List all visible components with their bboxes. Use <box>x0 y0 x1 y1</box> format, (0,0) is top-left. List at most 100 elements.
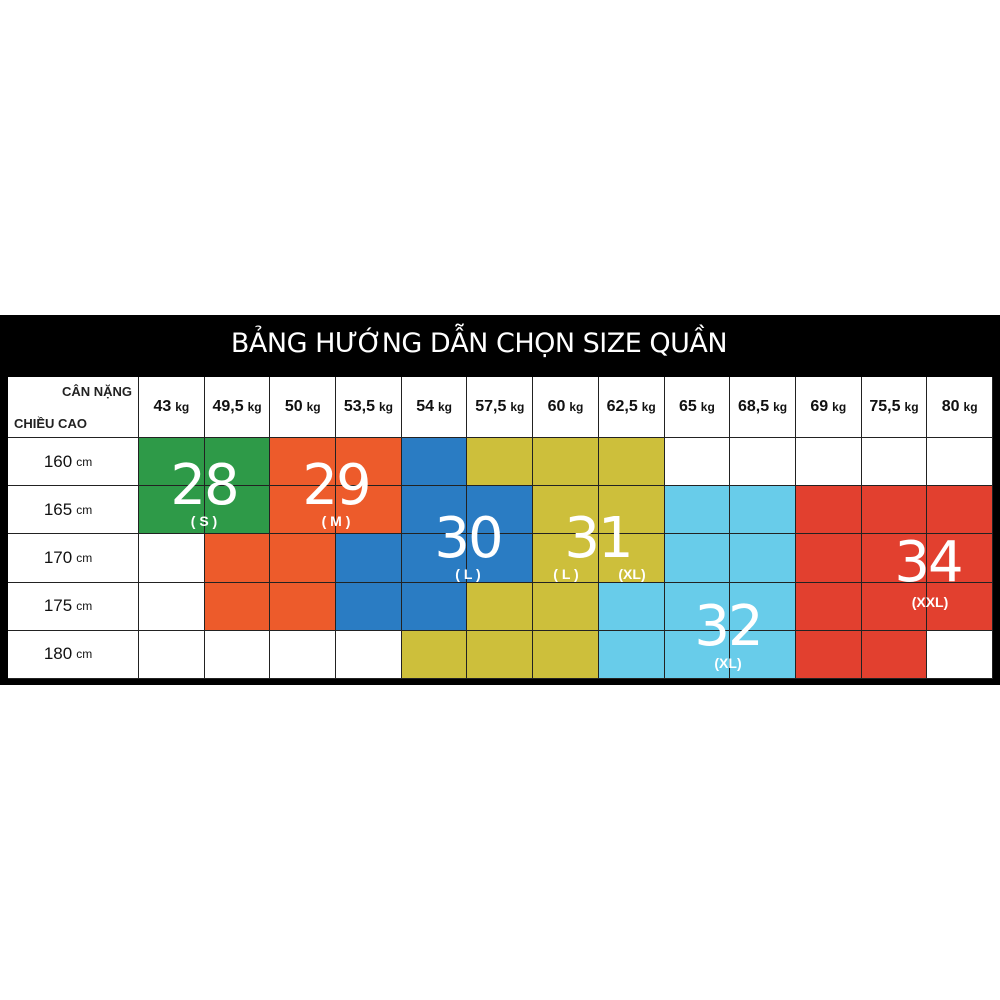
weight-column-header: 65 kg <box>664 377 731 438</box>
height-row-header: 165 cm <box>8 486 139 535</box>
weight-unit: kg <box>510 400 525 414</box>
size-cell-l <box>401 534 468 583</box>
weight-value: 62,5 <box>606 398 638 415</box>
size-cell-xxl <box>861 534 928 583</box>
weight-column-header: 49,5 kg <box>204 377 271 438</box>
weight-unit: kg <box>569 400 584 414</box>
corner-header: CÂN NẶNG CHIỀU CAO <box>8 377 139 438</box>
size-cell-xl <box>730 486 796 535</box>
size-cell-l <box>467 534 534 583</box>
size-cell-y <box>533 486 599 535</box>
weight-column-header: 68,5 kg <box>730 377 796 438</box>
weight-value: 49,5 <box>212 398 244 415</box>
size-cell-s <box>139 486 205 535</box>
size-cell-xxl <box>861 486 928 535</box>
size-cell-xl <box>664 534 731 583</box>
weight-axis-label: CÂN NẶNG <box>61 384 132 399</box>
size-letter-s: ( S ) <box>190 513 218 529</box>
size-cell-l <box>401 582 468 631</box>
size-cell-m <box>336 486 402 535</box>
size-cell-xl <box>664 582 731 631</box>
weight-unit: kg <box>306 400 321 414</box>
size-cell-l <box>467 486 534 535</box>
weight-unit: kg <box>438 400 453 414</box>
size-cell-xxl <box>795 630 862 679</box>
size-cell-y <box>533 582 599 631</box>
size-cell-xxl <box>795 582 862 631</box>
weight-column-header: 43 kg <box>139 377 205 438</box>
weight-unit: kg <box>773 400 788 414</box>
weight-value: 69 <box>810 398 829 415</box>
weight-value: 75,5 <box>869 398 901 415</box>
weight-unit: kg <box>175 400 190 414</box>
chart-title: BẢNG HƯỚNG DẪN CHỌN SIZE QUẦN <box>230 328 728 359</box>
size-cell-w <box>927 438 993 487</box>
height-unit: cm <box>76 647 93 662</box>
size-label-34: 34 <box>894 530 963 595</box>
size-cell-xl <box>664 486 731 535</box>
size-cell-y <box>401 630 468 679</box>
size-cell-m <box>204 582 271 631</box>
weight-unit: kg <box>641 400 656 414</box>
size-cell-s <box>204 486 271 535</box>
weight-column-header: 62,5 kg <box>598 377 665 438</box>
size-cell-xxl <box>927 534 993 583</box>
weight-value: 68,5 <box>737 398 770 415</box>
weight-unit: kg <box>832 400 847 414</box>
size-cell-l <box>336 534 402 583</box>
size-letter-xxl: (XXL) <box>911 594 949 610</box>
size-cell-w <box>139 630 205 679</box>
size-letter-m: ( M ) <box>321 513 351 529</box>
size-cell-xxl <box>795 486 862 535</box>
size-cell-y <box>467 582 534 631</box>
size-cell-y <box>533 534 599 583</box>
weight-column-header: 53,5 kg <box>336 377 402 438</box>
weight-value: 53,5 <box>343 398 375 415</box>
weight-column-header: 69 kg <box>795 377 862 438</box>
size-cell-y <box>533 438 599 487</box>
size-cell-xl <box>730 582 796 631</box>
height-value: 160 <box>43 451 73 471</box>
size-cell-xl <box>730 534 796 583</box>
size-cell-w <box>927 630 993 679</box>
size-letter-xl-2: (XL) <box>618 566 646 582</box>
size-cell-m <box>270 486 337 535</box>
weight-value: 65 <box>678 398 697 415</box>
height-row-header: 175 cm <box>8 582 139 631</box>
height-row-header: 160 cm <box>8 438 139 487</box>
size-table: CÂN NẶNG CHIỀU CAO 43 kg 49,5 kg 50 kg 53,5 kg 54 k… <box>8 377 993 679</box>
weight-value: 80 <box>941 398 960 415</box>
weight-column-header: 80 kg <box>927 377 993 438</box>
height-value: 175 <box>43 596 73 616</box>
size-cell-xl <box>730 630 796 679</box>
height-value: 170 <box>43 547 73 567</box>
size-cell-s <box>139 438 205 487</box>
height-unit: cm <box>76 502 93 517</box>
size-cell-w <box>139 534 205 583</box>
size-cell-xxl <box>927 486 993 535</box>
size-cell-w <box>664 438 731 487</box>
size-cell-m <box>204 534 271 583</box>
size-cell-y <box>598 438 665 487</box>
weight-unit: kg <box>700 400 715 414</box>
height-unit: cm <box>76 550 93 565</box>
weight-column-header: 57,5 kg <box>467 377 534 438</box>
size-cell-y <box>533 630 599 679</box>
size-cell-xxl <box>927 582 993 631</box>
size-cell-s <box>204 438 271 487</box>
size-cell-l <box>401 438 468 487</box>
weight-unit: kg <box>247 400 262 414</box>
size-cell-y <box>467 630 534 679</box>
size-label-28: 28 <box>170 453 239 518</box>
size-cell-l <box>401 486 468 535</box>
size-cell-l <box>336 582 402 631</box>
size-cell-y <box>467 438 534 487</box>
size-cell-xl <box>664 630 731 679</box>
weight-unit: kg <box>378 400 393 414</box>
size-cell-m <box>336 438 402 487</box>
weight-value: 54 <box>416 398 434 415</box>
height-row-header: 170 cm <box>8 534 139 583</box>
size-letter-xl: (XL) <box>714 655 742 671</box>
size-cell-xl <box>598 630 665 679</box>
size-cell-w <box>270 630 337 679</box>
